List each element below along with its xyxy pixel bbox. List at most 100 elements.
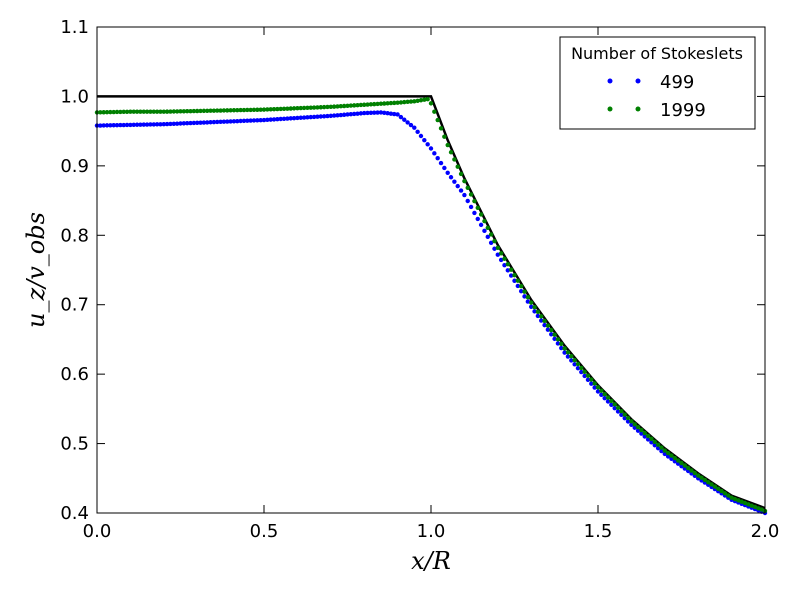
series-499-point <box>585 377 591 383</box>
series-1999-point <box>595 385 601 390</box>
series-1999-point <box>241 107 247 113</box>
series-499-point <box>425 142 430 147</box>
series-1999-point <box>144 109 150 114</box>
series-1999-point <box>655 442 661 447</box>
series-1999-point <box>452 157 457 162</box>
series-499-point <box>672 459 678 464</box>
series-1999-point <box>602 391 607 397</box>
series-499-point <box>472 210 477 216</box>
series-1999-point <box>702 477 708 483</box>
series-499-point <box>198 120 203 125</box>
series-1999-point <box>402 99 407 105</box>
series-499-point <box>278 116 283 122</box>
series-499-point <box>265 117 270 123</box>
series-1999-point <box>448 150 454 155</box>
series-499-point <box>629 422 634 428</box>
series-499-point <box>201 120 207 125</box>
series-499-point <box>111 123 116 128</box>
series-1999-point <box>161 109 166 114</box>
series-1999-point <box>341 103 347 109</box>
series-499-point <box>659 448 664 454</box>
series-1999-point <box>268 107 273 112</box>
series-499-point <box>221 119 227 124</box>
series-499-point <box>98 123 103 128</box>
series-1999-point <box>432 109 437 114</box>
series-1999-point <box>756 506 761 511</box>
series-1999-point <box>295 106 300 111</box>
series-499-point <box>505 268 511 273</box>
series-499-point <box>151 122 156 127</box>
series-1999-point <box>184 109 190 114</box>
series-499-point <box>435 156 440 161</box>
series-1999-point <box>375 101 380 107</box>
series-1999-point <box>555 337 561 342</box>
series-499-point <box>108 123 113 128</box>
series-1999-point <box>265 107 270 112</box>
series-1999-point <box>649 436 654 442</box>
series-499-point <box>295 115 300 121</box>
series-1999-point <box>158 109 163 114</box>
series-1999-point <box>746 502 751 507</box>
series-499-point <box>378 110 384 115</box>
series-1999-point <box>485 225 490 230</box>
series-499-point <box>358 111 364 116</box>
y-tick-label: 1.0 <box>60 86 89 107</box>
series-1999-point <box>559 341 564 347</box>
series-499-point <box>305 115 310 120</box>
series-499-point <box>602 395 607 401</box>
series-1999-point <box>455 164 460 169</box>
series-1999-point <box>104 109 110 115</box>
series-1999-point <box>124 109 130 114</box>
series-1999-point <box>472 198 477 204</box>
series-499-point <box>402 117 407 122</box>
series-499-point <box>231 119 237 124</box>
series-1999-point <box>572 357 577 363</box>
series-499-point <box>565 354 571 359</box>
series-499-point <box>675 461 681 466</box>
series-499-point <box>372 110 377 115</box>
series-1999-point <box>515 278 521 283</box>
legend-label: 499 <box>660 72 694 93</box>
series-1999-point <box>315 105 320 110</box>
series-1999-point <box>181 109 187 114</box>
series-1999-point <box>665 450 671 456</box>
series-1999-point <box>716 486 721 492</box>
series-499-point <box>418 133 424 139</box>
series-499-point <box>569 358 574 363</box>
series-1999-point <box>331 104 337 109</box>
legend-entry-1999: 1999 <box>607 100 706 121</box>
series-1999-point <box>275 106 280 112</box>
series-1999-point <box>518 283 524 289</box>
series-499-point <box>248 118 253 123</box>
series-1999-point <box>539 314 544 319</box>
series-1999-point <box>215 108 220 113</box>
series-499-point <box>498 257 504 263</box>
series-1999-point <box>131 109 136 114</box>
series-499-point <box>335 113 340 118</box>
series-1999-point <box>619 408 624 414</box>
series-1999-point <box>669 453 674 458</box>
series-499-point <box>458 188 464 193</box>
series-1999-point <box>759 507 764 512</box>
series-499-point <box>652 443 657 448</box>
series-499-point <box>605 399 611 404</box>
series-1999-point <box>615 405 621 410</box>
series-499-point <box>261 117 267 123</box>
series-499-point <box>615 409 621 414</box>
series-1999-point <box>645 433 651 439</box>
x-tick-label: 1.5 <box>584 521 613 542</box>
series-499-point <box>592 385 597 390</box>
series-1999-point <box>395 100 400 105</box>
series-1999-point <box>238 107 243 113</box>
series-499-point <box>599 392 604 398</box>
series-1999-point <box>372 101 377 107</box>
series-1999-point <box>679 460 684 466</box>
series-1999-point <box>575 361 581 367</box>
series-1999-point <box>168 109 173 114</box>
series-499-point <box>131 122 136 128</box>
series-1999-point <box>478 212 484 217</box>
series-499-point <box>508 273 514 278</box>
series-499-point <box>488 240 494 245</box>
series-499-point <box>208 120 213 125</box>
series-499-point <box>422 137 427 143</box>
